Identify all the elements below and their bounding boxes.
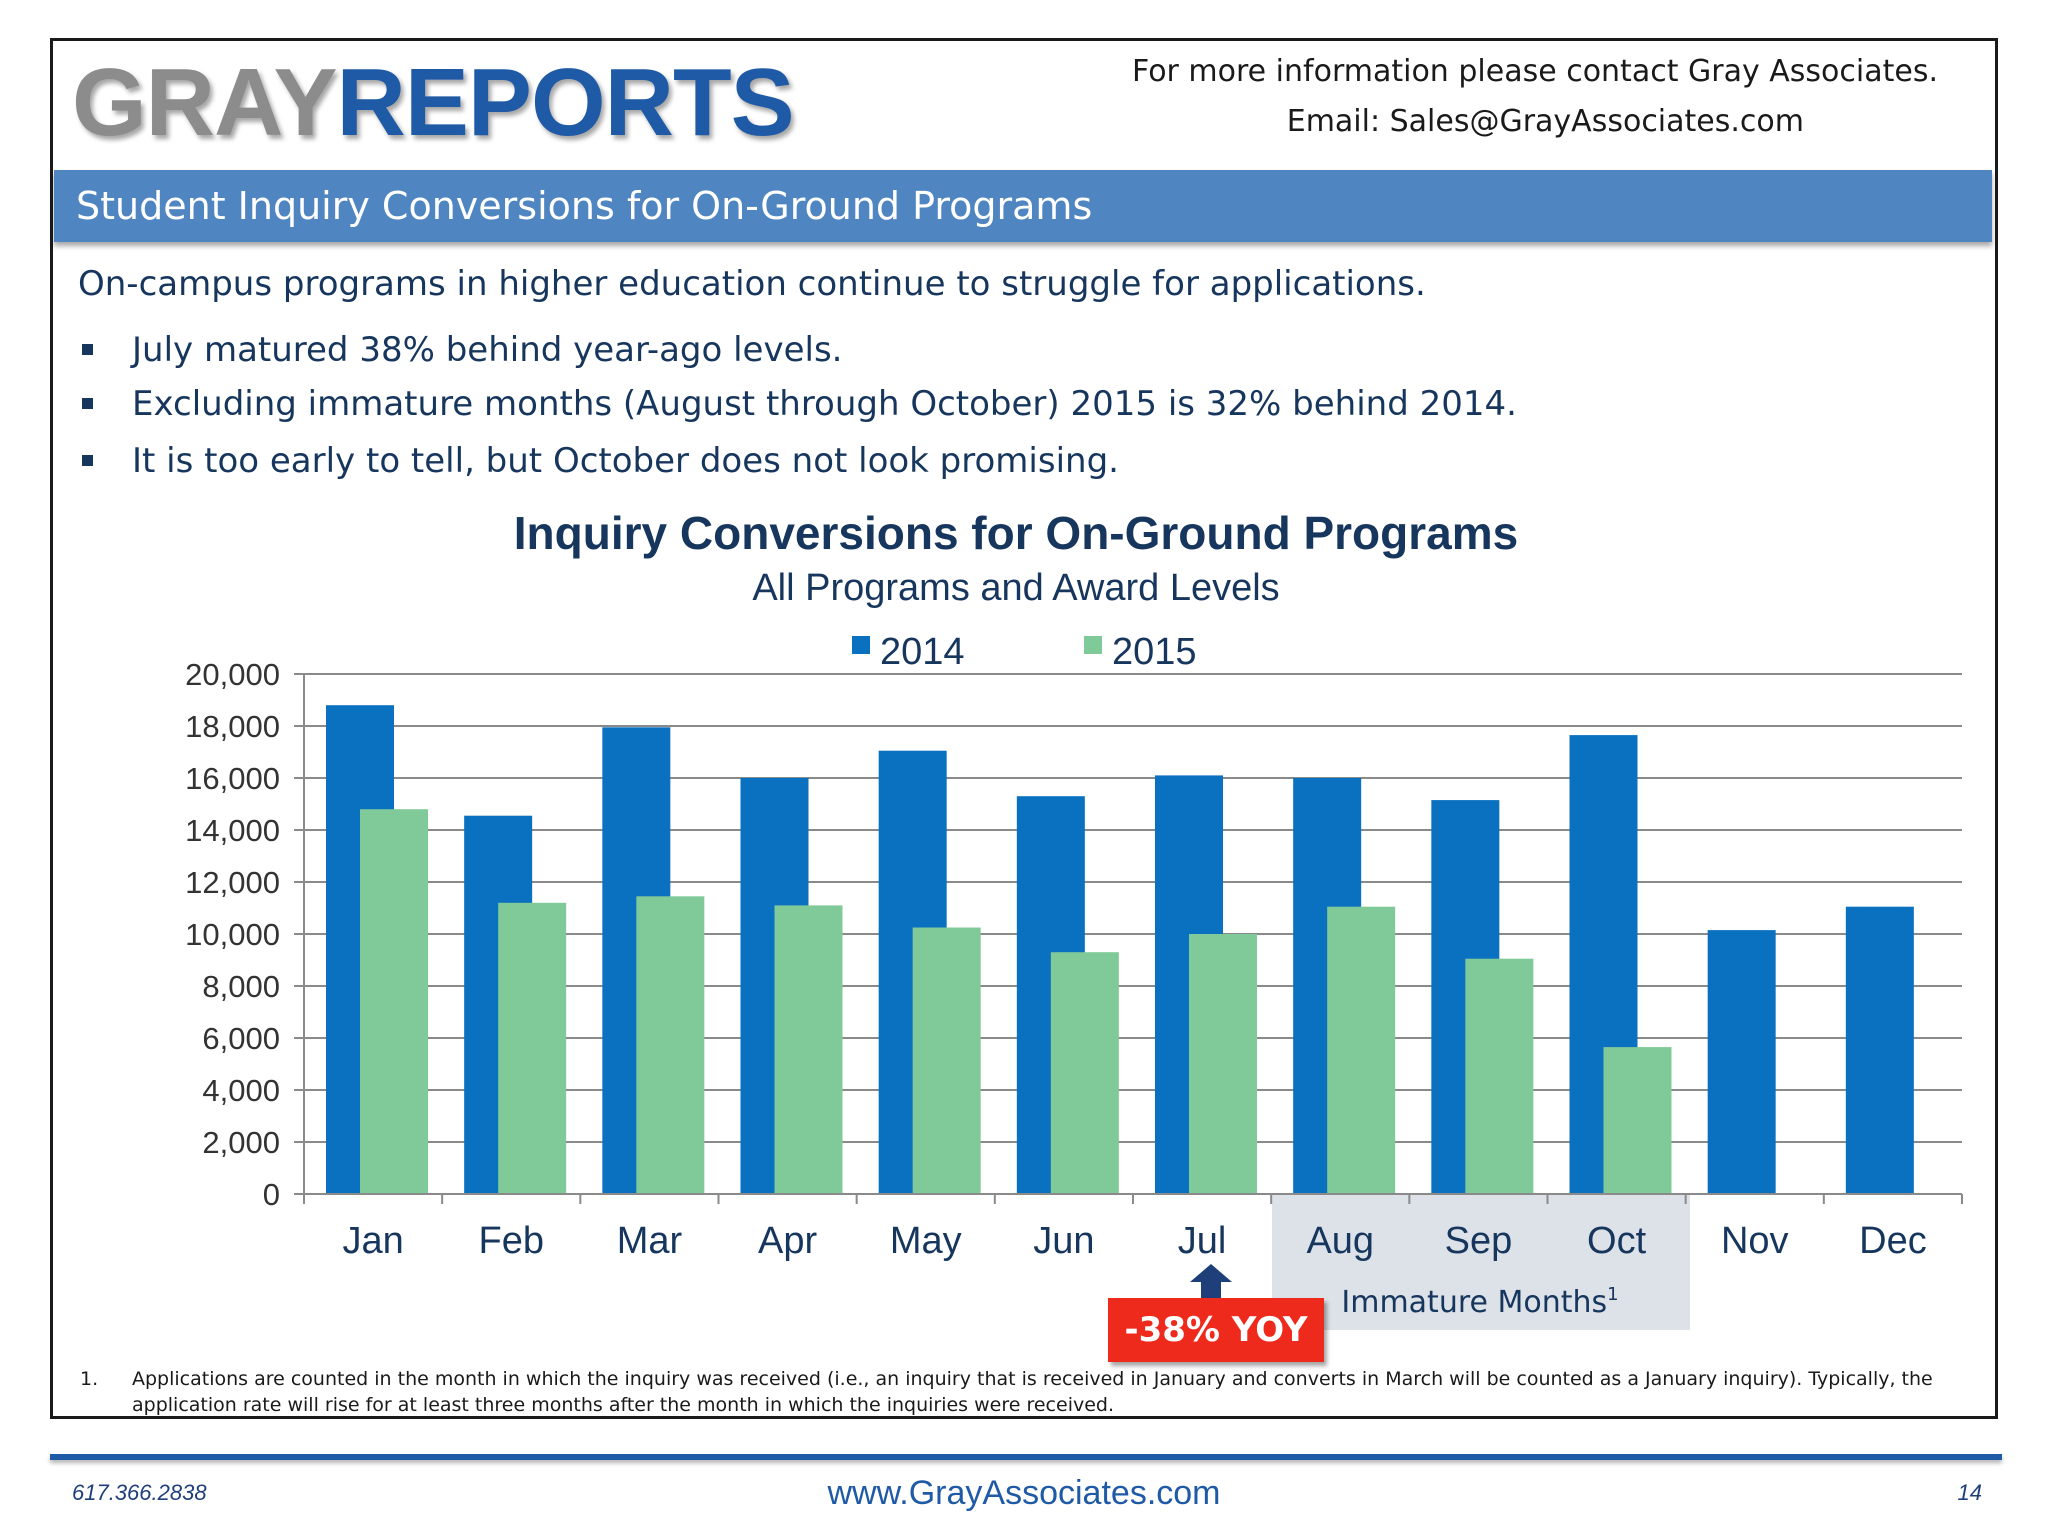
bar-2015-jan xyxy=(360,809,428,1194)
bullet-marker-icon xyxy=(82,398,93,409)
y-tick-label: 4,000 xyxy=(202,1073,280,1108)
chart-legend: 2014 2015 xyxy=(852,631,1197,673)
bar-2015-mar xyxy=(636,896,705,1194)
x-tick-label: Mar xyxy=(617,1220,683,1262)
bullet-text: Excluding immature months (August throug… xyxy=(132,384,1517,424)
y-tick-label: 10,000 xyxy=(185,917,280,952)
footnote-text: Applications are counted in the month in… xyxy=(132,1368,1933,1416)
section-title: Student Inquiry Conversions for On-Groun… xyxy=(76,184,1093,228)
chart-gridlines xyxy=(304,673,1962,1143)
grayreports-logo: GRAYREPORTS xyxy=(72,55,795,151)
immature-months-text: Immature Months xyxy=(1341,1285,1607,1320)
contact-info-line: For more information please contact Gray… xyxy=(1132,54,1938,89)
y-tick-label: 2,000 xyxy=(202,1125,280,1160)
y-tick-label: 18,000 xyxy=(185,709,280,744)
immature-months-highlight xyxy=(1272,1194,1690,1330)
y-tick-label: 8,000 xyxy=(202,969,280,1004)
chart-axes: 0 2,000 4,000 6,000 8,000 10,000 12,000 14,000 1… xyxy=(185,657,1963,1262)
x-tick-label: Oct xyxy=(1587,1220,1647,1262)
bar-2015-jun xyxy=(1050,952,1119,1194)
y-tick-label: 20,000 xyxy=(185,657,280,692)
x-tick-label: Feb xyxy=(479,1220,544,1262)
bullet-marker-icon xyxy=(82,344,93,355)
bullet-text: July matured 38% behind year-ago levels. xyxy=(132,330,843,370)
bar-2015-apr xyxy=(774,905,843,1194)
x-tick-label: Jan xyxy=(342,1220,403,1262)
up-arrow-icon xyxy=(1190,1264,1232,1300)
y-tick-label: 6,000 xyxy=(202,1021,280,1056)
chart-subtitle: All Programs and Award Levels xyxy=(752,567,1279,609)
bar-2015-sep xyxy=(1465,958,1534,1194)
bar-2015-may xyxy=(912,927,981,1194)
footnote-number: 1. xyxy=(80,1368,99,1390)
bullet-text: It is too early to tell, but October doe… xyxy=(132,441,1119,481)
footer-website-link[interactable]: www.GrayAssociates.com xyxy=(827,1474,1221,1512)
x-tick-label: Aug xyxy=(1306,1220,1374,1262)
legend-swatch-2015 xyxy=(1084,636,1102,654)
logo-reports-text: REPORTS xyxy=(336,49,795,156)
yoy-callout-text: -38% YOY xyxy=(1124,1310,1308,1350)
summary-intro: On-campus programs in higher education c… xyxy=(78,264,1426,304)
x-tick-label: Nov xyxy=(1721,1220,1789,1262)
x-tick-label: Jul xyxy=(1178,1220,1227,1262)
page-number: 14 xyxy=(1957,1480,1982,1505)
footer-phone: 617.366.2838 xyxy=(72,1480,207,1505)
bar-2014-nov xyxy=(1707,930,1776,1194)
section-title-banner: Student Inquiry Conversions for On-Groun… xyxy=(54,170,1992,242)
bar-2015-oct xyxy=(1603,1047,1672,1194)
legend-swatch-2014 xyxy=(852,636,870,654)
x-tick-label: Dec xyxy=(1859,1220,1927,1262)
x-tick-label: Apr xyxy=(758,1220,817,1262)
chart-title: Inquiry Conversions for On-Ground Progra… xyxy=(514,507,1518,559)
bar-2015-aug xyxy=(1327,906,1396,1194)
immature-months-footnote-ref: 1 xyxy=(1607,1284,1618,1305)
bar-2014-dec xyxy=(1845,906,1914,1194)
x-tick-label: Jun xyxy=(1033,1220,1094,1262)
y-tick-label: 12,000 xyxy=(185,865,280,900)
logo-gray-text: GRAY xyxy=(72,49,338,156)
contact-email-line[interactable]: Email: Sales@GrayAssociates.com xyxy=(1286,104,1804,139)
yoy-callout-badge: -38% YOY xyxy=(1108,1298,1324,1362)
y-tick-label: 16,000 xyxy=(185,761,280,796)
inquiry-conversions-chart: Inquiry Conversions for On-Ground Progra… xyxy=(185,507,1963,1320)
y-tick-label: 14,000 xyxy=(185,813,280,848)
chart-bars xyxy=(326,705,1914,1194)
bar-2015-jul xyxy=(1189,934,1257,1194)
x-tick-label: Sep xyxy=(1445,1220,1513,1262)
y-tick-label: 0 xyxy=(263,1177,280,1212)
legend-label-2015: 2015 xyxy=(1112,631,1197,673)
bullet-marker-icon xyxy=(82,455,93,466)
x-tick-label: May xyxy=(890,1220,962,1262)
legend-label-2014: 2014 xyxy=(880,631,965,673)
footer-divider xyxy=(50,1454,2002,1460)
immature-months-label: Immature Months1 xyxy=(1341,1284,1618,1320)
bar-2015-feb xyxy=(498,902,567,1194)
